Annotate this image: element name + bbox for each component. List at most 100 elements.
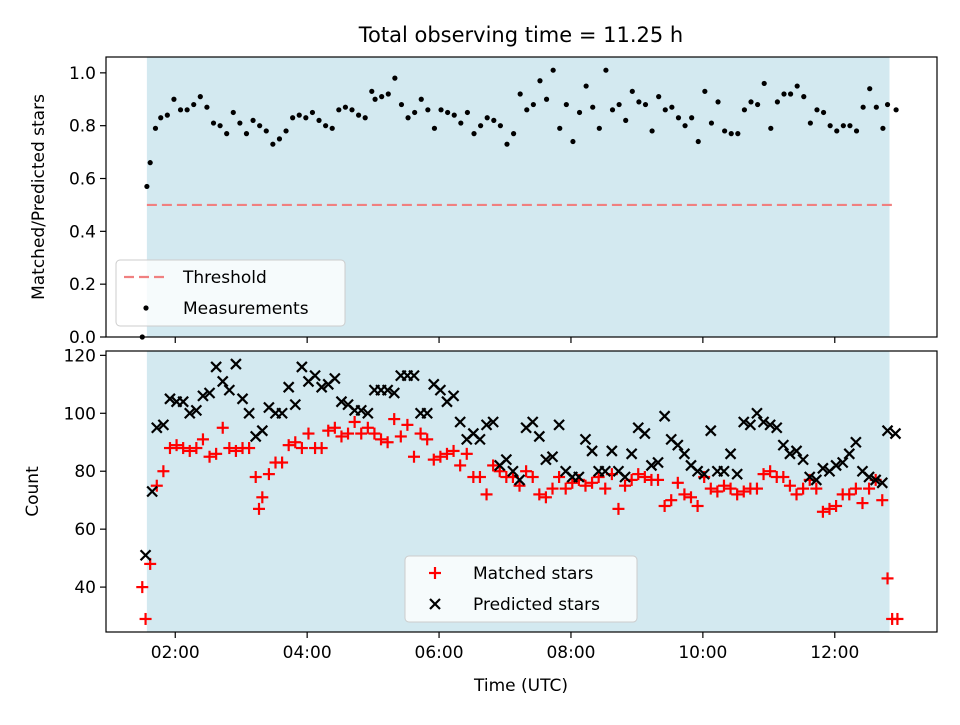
bottom-y-tick-label: 80 [74,462,96,482]
measurement-point [853,128,860,134]
matched-star-point [421,433,434,446]
predicted-stars-points [139,358,902,562]
predicted-star-point [335,395,348,408]
x-tick-label: 02:00 [151,643,200,663]
measurement-point [355,112,362,118]
predicted-star-point [474,433,486,446]
measurement-point [807,120,813,126]
matched-star-point [665,494,678,507]
measurement-point [570,138,576,145]
predicted-star-point [652,456,664,469]
measurement-point [840,123,846,129]
measurement-point [557,125,563,131]
matched-star-point [737,485,750,498]
matched-star-point [163,442,176,455]
matched-star-point [843,488,856,501]
matched-star-point [849,482,862,495]
measurement-point [230,109,236,116]
measurement-point [431,125,438,131]
matched-star-point [223,442,236,455]
bottom-y-tick-label: 100 [64,404,96,424]
predicted-star-point [434,384,447,396]
measurement-point [603,67,609,73]
matched-star-point [539,491,552,504]
measurement-point [418,96,424,102]
predicted-star-point [500,453,513,466]
matched-star-point [480,488,493,501]
measurement-point [695,138,701,145]
matched-star-point [757,468,770,481]
x-tick-label: 08:00 [546,643,595,663]
measurement-point [283,128,289,134]
measurement-point [398,101,405,108]
measurement-point [616,101,622,108]
predicted-star-point [513,474,526,486]
measurement-point [689,115,695,121]
predicted-star-point [230,358,242,370]
matched-star-point [691,499,704,512]
matched-star-point [724,482,737,495]
measurement-point [217,123,223,129]
matched-star-point [658,499,671,512]
top-y-tick-label: 0.2 [69,275,96,295]
predicted-star-point [157,419,170,431]
x-tick-label: 04:00 [283,643,332,663]
measurement-point [405,115,411,121]
predicted-star-point [586,445,598,457]
measurement-point [873,104,879,110]
predicted-star-point [731,468,743,480]
matched-star-point [533,488,546,501]
matched-star-point [150,479,163,492]
predicted-star-point [183,407,196,420]
predicted-star-point [737,416,750,428]
predicted-star-point [408,369,420,382]
predicted-star-point [777,439,790,451]
matched-star-point [876,494,889,507]
predicted-star-point [784,448,796,460]
measurement-point [860,104,866,110]
measurement-point [263,128,269,134]
matched-star-point [253,502,266,515]
bottom-y-tick-label: 60 [74,520,96,540]
measurement-point [510,131,517,137]
measurement-point [369,88,375,94]
measurement-point [385,91,391,97]
matched-star-point [797,482,810,495]
matched-star-point [361,421,374,434]
matched-star-point [381,436,394,449]
measurement-point [735,131,741,137]
measurement-point [412,109,418,116]
measurement-point [530,101,536,108]
measurement-point [464,109,471,116]
measurement-point [537,78,543,84]
predicted-star-point [724,448,737,460]
measurement-point [781,91,787,97]
matched-star-point [348,415,361,428]
matched-star-point [566,476,579,489]
matched-star-point [229,444,242,457]
matched-star-point [401,418,414,431]
predicted-star-point [836,456,849,469]
measurement-point [451,112,457,118]
predicted-star-point [421,407,433,420]
matched-star-point [427,453,440,466]
measurement-point [517,91,523,97]
predicted-star-point [645,459,658,472]
top-x-axis-ticks [174,337,836,343]
chart-title: Total observing time = 11.25 h [358,23,683,47]
matched-star-point [891,612,904,625]
predicted-star-point [256,424,269,437]
predicted-star-point [276,407,288,420]
predicted-star-point [533,430,546,443]
predicted-star-point [526,416,539,428]
top-panel: 0.0 0.2 0.4 0.6 0.8 1.0 Matched/Predicted sta… [29,56,938,348]
matched-star-point [355,427,368,440]
measurement-point [847,123,853,129]
measurement-point [323,123,329,129]
predicted-star-point [803,471,816,483]
measurement-point [761,80,767,87]
measurement-point [708,120,715,126]
predicted-star-point [487,416,499,428]
measurement-point [682,123,688,129]
matched-star-point [177,442,190,455]
